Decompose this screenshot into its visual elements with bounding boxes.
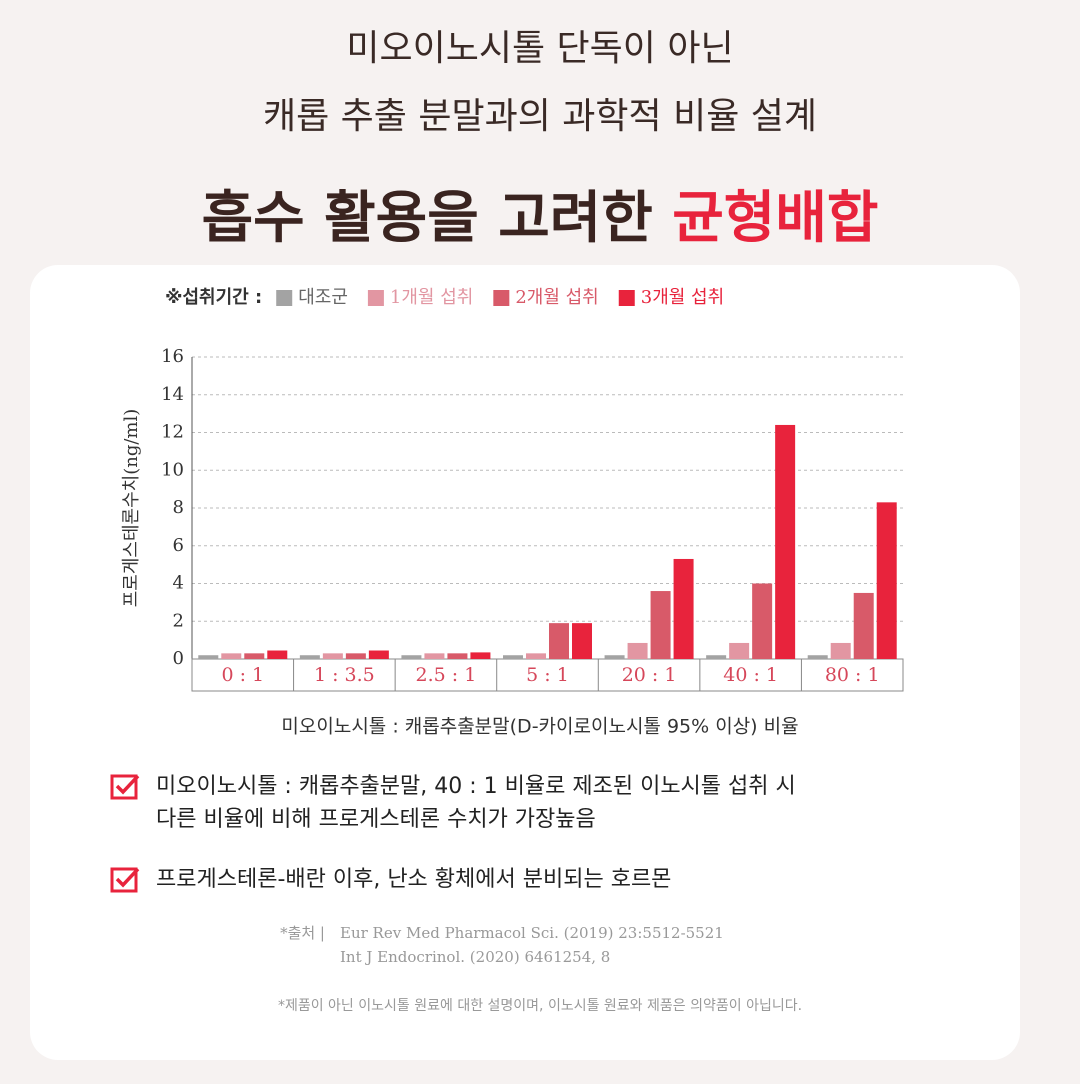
- disclaimer: *제품이 아닌 이노시톨 원료에 대한 설명이며, 이노시톨 원료와 제품은 의…: [278, 998, 802, 1014]
- legend-title: ※섭취기간 :: [165, 287, 262, 308]
- legend-swatch: [618, 290, 635, 306]
- legend: ※섭취기간 : 대조군 1개월 섭취 2개월 섭취 3개월 섭취: [165, 287, 724, 308]
- note-text: 프로게스테론-배란 이후, 난소 황체에서 분비되는 호르몬: [156, 867, 671, 892]
- legend-swatch: [493, 290, 510, 306]
- x-tick-label: 2.5 : 1: [416, 664, 477, 686]
- bar: [830, 642, 851, 659]
- y-tick-label: 4: [173, 573, 184, 594]
- bar: [526, 653, 546, 659]
- note: 미오이노시톨 : 캐롭추출분말, 40 : 1 비율로 제조된 이노시톨 섭취 …: [110, 774, 796, 832]
- y-tick-label: 8: [173, 497, 184, 518]
- check-mark: [115, 774, 140, 795]
- bar: [650, 591, 671, 659]
- y-tick-label: 0: [173, 648, 184, 669]
- y-tick-label: 12: [161, 422, 184, 443]
- headline: 흡수 활용을 고려한 균형배합: [202, 186, 879, 251]
- bar: [807, 655, 828, 659]
- note: 프로게스테론-배란 이후, 난소 황체에서 분비되는 호르몬: [110, 867, 671, 893]
- bar: [299, 655, 320, 659]
- x-tick-label: 0 : 1: [221, 664, 264, 686]
- y-tick-label: 10: [161, 459, 184, 480]
- bar: [752, 583, 773, 659]
- bar: [424, 653, 445, 659]
- legend-swatch: [276, 290, 293, 306]
- legend-label: 3개월 섭취: [641, 287, 724, 308]
- header-line: 캐롭 추출 분말과의 과학적 비율 설계: [263, 96, 817, 137]
- legend-swatch: [367, 290, 384, 306]
- x-tick-label: 20 : 1: [622, 664, 677, 686]
- source-label: *출처 |: [280, 924, 325, 942]
- bar: [572, 623, 592, 659]
- y-axis-label: 프로게스테론수치(ng/ml): [121, 409, 142, 608]
- source-ref: Int J Endocrinol. (2020) 6461254, 8: [340, 948, 610, 966]
- note-text: 미오이노시톨 : 캐롭추출분말, 40 : 1 비율로 제조된 이노시톨 섭취 …: [156, 774, 796, 799]
- headline-main: 흡수 활용을 고려한: [202, 186, 653, 251]
- card: [30, 265, 1020, 1060]
- bar: [322, 653, 343, 659]
- bar: [876, 502, 897, 659]
- legend-label: 1개월 섭취: [390, 287, 473, 308]
- x-axis-label: 미오이노시톨 : 캐롭추출분말(D-카이로이노시톨 95% 이상) 비율: [281, 716, 798, 738]
- bar: [470, 652, 491, 659]
- header-line: 미오이노시톨 단독이 아닌: [346, 28, 733, 69]
- bar: [244, 653, 265, 659]
- y-tick-label: 2: [173, 610, 184, 631]
- bar: [706, 655, 727, 659]
- bar: [267, 650, 288, 659]
- legend-label: 대조군: [298, 287, 348, 308]
- bar: [673, 558, 694, 659]
- bar: [345, 653, 366, 659]
- x-tick-label: 80 : 1: [825, 664, 880, 686]
- source-ref: Eur Rev Med Pharmacol Sci. (2019) 23:551…: [340, 924, 724, 942]
- bar: [401, 655, 422, 659]
- category-box: [191, 658, 904, 692]
- x-tick-label: 5 : 1: [526, 664, 569, 686]
- bar: [503, 655, 523, 659]
- x-tick-label: 40 : 1: [723, 664, 778, 686]
- check-mark: [115, 867, 140, 888]
- bar: [604, 655, 625, 659]
- bar: [549, 623, 569, 659]
- bar: [627, 642, 648, 659]
- bar: [775, 424, 796, 659]
- headline-highlight: 균형배합: [672, 186, 878, 251]
- check-icon: [110, 867, 138, 893]
- bar: [447, 653, 468, 659]
- bar: [853, 592, 874, 659]
- note-text: 다른 비율에 비해 프로게스테론 수치가 가장높음: [156, 807, 596, 832]
- bar: [729, 642, 750, 659]
- bar: [221, 653, 242, 659]
- y-tick-label: 16: [161, 346, 184, 367]
- x-tick-label: 1 : 3.5: [314, 664, 375, 686]
- legend-label: 2개월 섭취: [515, 287, 598, 308]
- y-tick-label: 14: [161, 384, 184, 405]
- check-icon: [110, 774, 138, 800]
- y-tick-label: 6: [173, 535, 184, 556]
- bar: [368, 650, 389, 659]
- plot: 0 2 4 6 8 10 12 14 16 0 : 1 1 : 3.5 2.5 : 1 5 : 1 20 …: [161, 346, 904, 692]
- bar: [198, 655, 219, 659]
